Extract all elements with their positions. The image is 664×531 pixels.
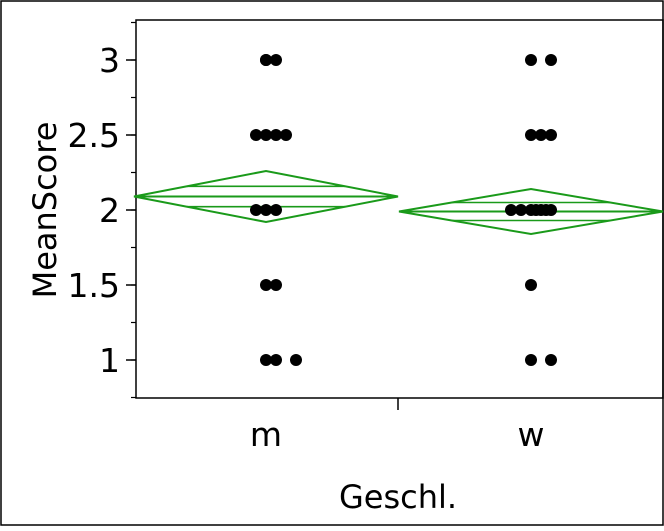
data-point — [260, 129, 272, 141]
data-point — [260, 279, 272, 291]
x-tick-label: w — [518, 415, 545, 454]
data-point — [270, 54, 282, 66]
y-tick-label: 1.5 — [68, 266, 120, 305]
data-point — [545, 204, 557, 216]
y-tick-label: 1 — [99, 341, 120, 380]
data-point — [525, 354, 537, 366]
data-point — [250, 129, 262, 141]
data-point — [280, 129, 292, 141]
y-tick-label: 2.5 — [68, 116, 120, 155]
y-tick-label: 3 — [99, 41, 120, 80]
y-axis-title: MeanScore — [26, 122, 64, 299]
x-tick-label: m — [250, 415, 282, 454]
data-point — [515, 204, 527, 216]
data-point — [545, 354, 557, 366]
data-point — [525, 129, 537, 141]
data-point — [270, 279, 282, 291]
data-point — [270, 204, 282, 216]
data-point — [545, 129, 557, 141]
y-tick-label: 2 — [99, 191, 120, 230]
y-axis: 1 1.5 2 2.5 3 — [68, 21, 136, 399]
data-point — [270, 354, 282, 366]
data-point — [545, 54, 557, 66]
data-point — [535, 129, 547, 141]
plot-frame — [135, 19, 664, 399]
data-point — [250, 204, 262, 216]
data-points — [250, 54, 557, 366]
data-point — [260, 354, 272, 366]
data-point — [525, 279, 537, 291]
x-axis-title: Geschl. — [339, 478, 457, 516]
data-point — [290, 354, 302, 366]
data-point — [260, 54, 272, 66]
data-point — [270, 129, 282, 141]
data-point — [260, 204, 272, 216]
data-point — [505, 204, 517, 216]
data-point — [525, 54, 537, 66]
